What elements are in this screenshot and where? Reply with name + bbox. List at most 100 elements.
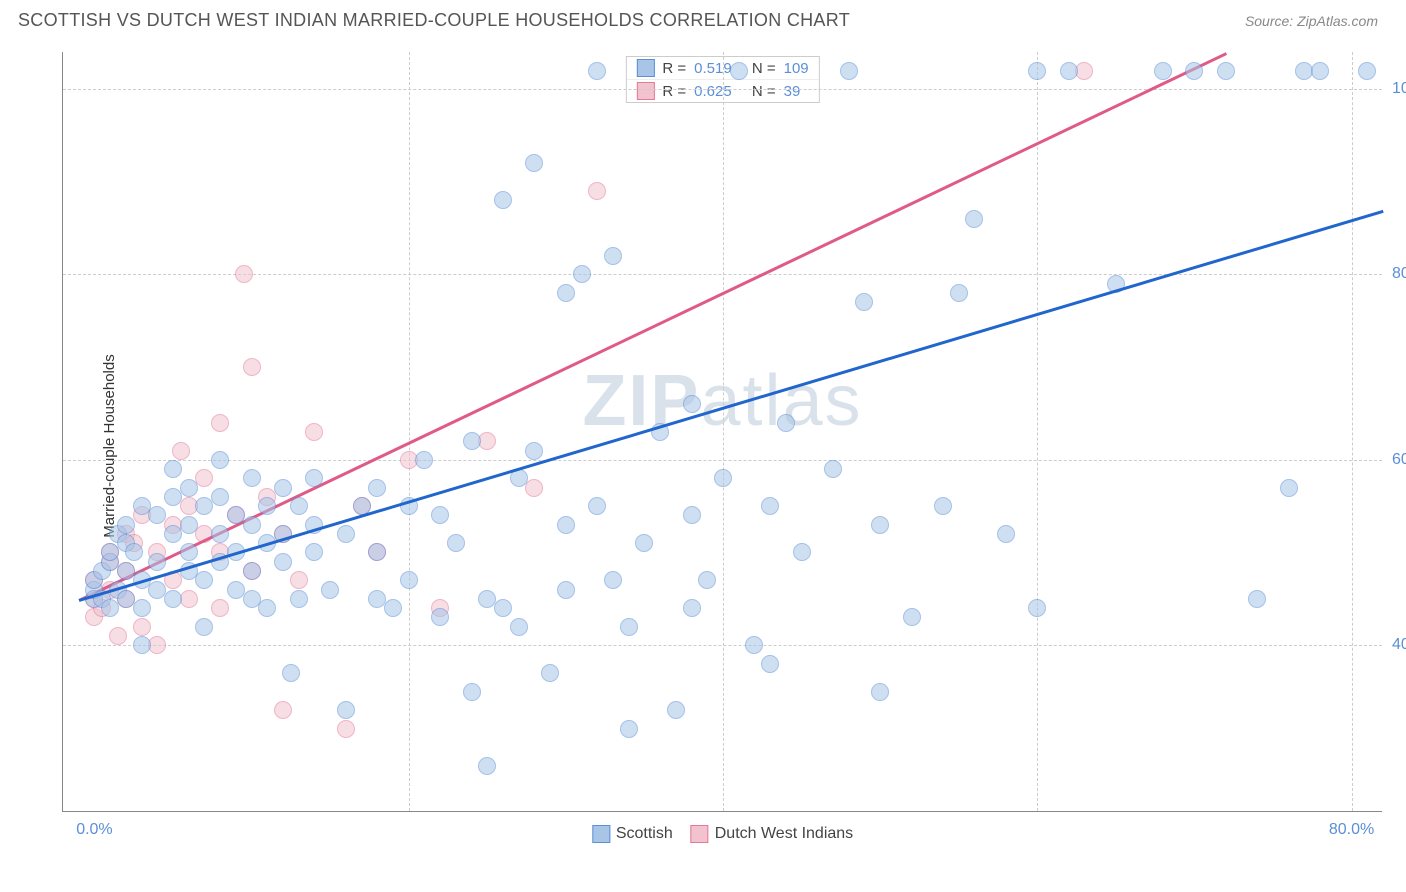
legend-item-label: Scottish [616,825,673,843]
scottish-point [950,284,968,302]
scottish-point [133,599,151,617]
scottish-point [431,608,449,626]
dutch-point [305,423,323,441]
n-label: N = [752,83,776,100]
scottish-point [541,664,559,682]
dutch-point [211,414,229,432]
scottish-point [1028,599,1046,617]
scottish-point [211,451,229,469]
scottish-point [557,581,575,599]
scottish-point [415,451,433,469]
dutch-point [211,599,229,617]
scatter-chart: ZIPatlas R = 0.519 N = 109 R = 0.625 N =… [62,52,1382,812]
scottish-point [557,284,575,302]
legend-swatch-icon [636,82,654,100]
scottish-point [274,553,292,571]
legend-item-label: Dutch West Indians [715,825,853,843]
scottish-point [683,599,701,617]
scottish-point [1028,62,1046,80]
dutch-point [148,636,166,654]
scottish-point [714,469,732,487]
scottish-point [164,590,182,608]
scottish-point [243,516,261,534]
dutch-point [109,627,127,645]
scottish-point [180,516,198,534]
scottish-point [1185,62,1203,80]
scottish-point [871,516,889,534]
scottish-point [588,62,606,80]
scottish-point [148,506,166,524]
dutch-point [478,432,496,450]
chart-header: SCOTTISH VS DUTCH WEST INDIAN MARRIED-CO… [0,0,1406,39]
scottish-point [180,479,198,497]
scottish-point [431,506,449,524]
y-tick-label: 80.0% [1392,265,1406,283]
scottish-point [494,599,512,617]
series-legend: Scottish Dutch West Indians [592,825,853,843]
scottish-point [195,571,213,589]
scottish-point [777,414,795,432]
x-tick-label: 80.0% [1329,821,1374,839]
dutch-point [235,265,253,283]
scottish-point [243,469,261,487]
source-label: Source: ZipAtlas.com [1245,13,1378,29]
gridline [1352,52,1353,811]
scottish-point [620,618,638,636]
scottish-point [1060,62,1078,80]
scottish-point [840,62,858,80]
scottish-point [290,497,308,515]
scottish-point [525,154,543,172]
scottish-point [368,479,386,497]
scottish-point [133,636,151,654]
dutch-point [195,469,213,487]
y-tick-label: 60.0% [1392,451,1406,469]
dutch-point [1075,62,1093,80]
scottish-trendline [78,210,1383,602]
scottish-point [447,534,465,552]
dutch-point [180,590,198,608]
scottish-point [1311,62,1329,80]
chart-title: SCOTTISH VS DUTCH WEST INDIAN MARRIED-CO… [18,10,850,31]
r-value: 0.519 [694,60,732,77]
scottish-point [384,599,402,617]
legend-swatch-icon [691,825,709,843]
scottish-point [903,608,921,626]
dutch-point [133,618,151,636]
legend-swatch-icon [592,825,610,843]
n-label: N = [752,60,776,77]
scottish-point [573,265,591,283]
scottish-point [745,636,763,654]
dutch-point [337,720,355,738]
y-tick-label: 100.0% [1392,80,1406,98]
dutch-point [525,479,543,497]
scottish-point [997,525,1015,543]
legend-item: Dutch West Indians [691,825,853,843]
dutch-point [290,571,308,589]
scottish-point [588,497,606,515]
scottish-point [305,469,323,487]
scottish-point [321,581,339,599]
n-value: 39 [784,83,801,100]
r-label: R = [662,83,686,100]
scottish-point [698,571,716,589]
dutch-point [274,701,292,719]
scottish-point [211,525,229,543]
scottish-point [243,562,261,580]
scottish-point [1358,62,1376,80]
scottish-point [337,525,355,543]
n-value: 109 [784,60,809,77]
scottish-point [368,543,386,561]
scottish-point [494,191,512,209]
scottish-point [604,247,622,265]
scottish-point [620,720,638,738]
r-value: 0.625 [694,83,732,100]
gridline [1037,52,1038,811]
scottish-point [557,516,575,534]
gridline [723,52,724,811]
legend-item: Scottish [592,825,673,843]
scottish-point [337,701,355,719]
scottish-point [1154,62,1172,80]
r-label: R = [662,60,686,77]
scottish-point [824,460,842,478]
scottish-point [148,553,166,571]
